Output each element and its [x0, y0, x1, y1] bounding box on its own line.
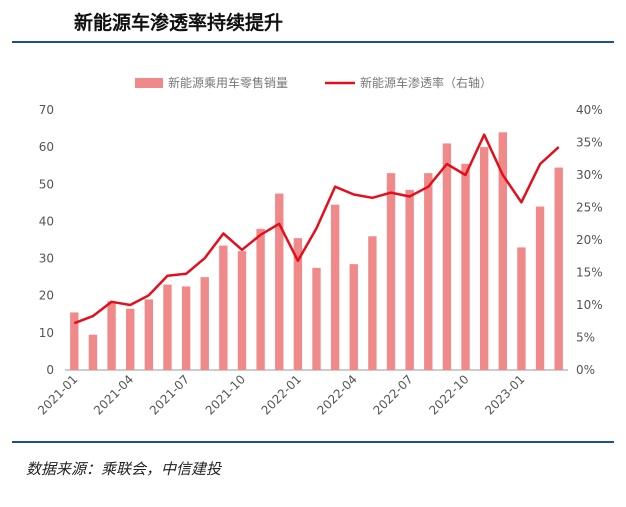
x-tick-label: 2022-07: [370, 372, 415, 417]
right-tick-label: 40%: [576, 103, 603, 117]
right-tick-label: 0%: [576, 363, 595, 377]
penetration-line: [73, 133, 560, 325]
bar: [424, 173, 433, 370]
bar: [237, 251, 247, 370]
x-axis: 2021-01 2021-04 2021-07 2021-10 2022-01 2022-…: [35, 372, 527, 417]
title-divider: [12, 41, 614, 43]
bar: [256, 228, 265, 370]
bar: [312, 267, 321, 370]
bar: [405, 189, 414, 370]
bar: [554, 167, 563, 370]
bar: [368, 236, 377, 370]
bar: [330, 204, 340, 370]
left-tick-label: 10: [39, 326, 54, 340]
x-tick-label: 2021-01: [35, 372, 80, 417]
legend-bar-label: 新能源乘用车零售销量: [168, 75, 288, 90]
bar: [181, 286, 191, 370]
x-tick-label: 2021-10: [203, 372, 248, 417]
x-tick-label: 2021-07: [147, 372, 192, 417]
bar: [386, 173, 396, 370]
x-tick-label: 2022-01: [259, 372, 304, 417]
bar: [107, 301, 116, 370]
right-tick-label: 35%: [576, 136, 603, 150]
bar: [442, 143, 452, 370]
bar: [275, 193, 284, 370]
bar: [126, 308, 135, 370]
left-tick-label: 0: [46, 363, 54, 377]
bar: [479, 147, 489, 370]
left-tick-label: 60: [39, 140, 54, 154]
bar: [200, 277, 209, 370]
left-tick-label: 70: [39, 103, 54, 117]
legend-line-label: 新能源车渗透率（右轴）: [360, 75, 492, 90]
bar: [293, 238, 303, 370]
bar: [517, 247, 526, 370]
bar: [219, 245, 228, 370]
bar-series: [70, 132, 563, 370]
x-tick-label: 2022-10: [426, 372, 471, 417]
bar: [70, 312, 79, 370]
source-note: 数据来源：乘联会，中信建投: [26, 460, 222, 478]
page-title: 新能源车渗透率持续提升: [74, 12, 284, 34]
right-axis: 0% 5% 10% 15% 20% 25% 30% 35% 40%: [576, 103, 603, 377]
line-series: [73, 133, 560, 325]
bar: [349, 264, 358, 370]
x-tick-label: 2022-04: [315, 372, 360, 417]
right-tick-label: 25%: [576, 201, 603, 215]
x-tick-label: 2021-04: [91, 372, 136, 417]
left-tick-label: 20: [39, 289, 54, 303]
left-tick-label: 30: [39, 252, 54, 266]
right-tick-label: 15%: [576, 266, 603, 280]
right-tick-label: 20%: [576, 233, 603, 247]
x-tick-label: 2023-01: [482, 372, 527, 417]
right-tick-label: 10%: [576, 298, 603, 312]
left-axis: 0 10 20 30 40 50 60 70: [39, 103, 54, 377]
left-tick-label: 40: [39, 214, 54, 228]
chart: 新能源乘用车零售销量 新能源车渗透率（右轴） 0 10 20 30 40 50 60 70 0…: [35, 75, 603, 418]
right-tick-label: 5%: [576, 331, 595, 345]
bar: [498, 132, 507, 370]
legend-bar-swatch: [135, 78, 163, 88]
footer-divider: [12, 441, 614, 443]
bar: [144, 299, 154, 370]
bar: [163, 284, 172, 370]
legend: 新能源乘用车零售销量 新能源车渗透率（右轴）: [135, 75, 492, 90]
bar: [88, 334, 98, 370]
right-tick-label: 30%: [576, 168, 603, 182]
bar: [461, 163, 470, 370]
left-tick-label: 50: [39, 177, 54, 191]
bar: [535, 206, 545, 370]
